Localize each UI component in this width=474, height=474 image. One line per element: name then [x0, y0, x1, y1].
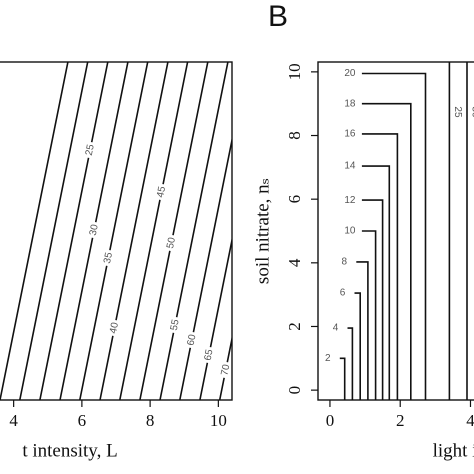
- contour-label-bg: [341, 225, 358, 237]
- plot-area: 20 18 16 14 12 10 8 6 4 2 25 30: [319, 62, 474, 400]
- contour-line: [354, 292, 361, 400]
- contour-label-bg: [106, 318, 122, 338]
- contour-label: 18: [344, 98, 356, 109]
- contour-label-bg: [336, 255, 353, 268]
- contour-line: [361, 102, 412, 400]
- y-axis-label: soil nitrate, nₛ: [252, 178, 273, 284]
- contour-label: 12: [344, 195, 356, 206]
- contour-label: 30: [469, 106, 474, 118]
- y-tick-label: 10: [285, 63, 304, 80]
- contour-line: [19, 62, 89, 400]
- plot-frame: [0, 61, 233, 401]
- x-tick-label: 8: [146, 411, 155, 430]
- contour-line: [361, 165, 391, 400]
- x-tick-label: 2: [396, 411, 405, 430]
- plot-frame: [317, 61, 474, 401]
- contour-label-bg: [218, 360, 232, 380]
- contour-line: [139, 62, 209, 400]
- contour-label: 35: [102, 251, 115, 265]
- y-tick-label: 4: [285, 258, 304, 267]
- contour-line: [0, 62, 69, 400]
- contour-label-bg: [82, 140, 98, 160]
- contour-label: 16: [344, 129, 356, 140]
- contour-label-bg: [341, 160, 358, 173]
- contour-label-bg: [341, 97, 358, 110]
- contour-line: [361, 230, 377, 400]
- contour-label-bg: [319, 352, 336, 365]
- contour-label: 70: [219, 363, 232, 377]
- x-tick-label: 6: [78, 411, 87, 430]
- contour-line: [361, 199, 384, 400]
- contour-label-bg: [86, 220, 102, 240]
- contour-label: 45: [155, 185, 168, 199]
- contour-label: 8: [342, 257, 348, 268]
- contour-label-bg: [451, 104, 464, 120]
- x-tick-label: 4: [9, 411, 18, 430]
- x-tick-label: 4: [466, 411, 474, 430]
- x-tick-label: 10: [210, 411, 227, 430]
- contour-line: [159, 62, 229, 400]
- contour-label: 6: [340, 288, 346, 299]
- y-tick-label: 0: [285, 386, 304, 395]
- contour-label: 55: [169, 318, 182, 332]
- contour-line: [99, 62, 169, 400]
- contour-label: 30: [88, 223, 101, 237]
- contour-label: 2: [325, 353, 331, 364]
- contour-label: 25: [452, 106, 463, 118]
- y-tick-label: 6: [285, 195, 304, 204]
- contour-line: [339, 357, 346, 400]
- x-tick-label: 0: [326, 411, 335, 430]
- contour-label: 10: [344, 226, 356, 237]
- contour-label-bg: [341, 127, 358, 140]
- contour-label-bg: [341, 194, 358, 207]
- contour-line: [79, 62, 149, 400]
- contour-line: [199, 236, 232, 400]
- contour-label: 65: [203, 348, 216, 362]
- contour-label-bg: [100, 248, 116, 268]
- contour-label-bg: [341, 67, 358, 80]
- contour-line: [347, 327, 354, 400]
- contour-label: 4: [333, 323, 339, 334]
- contour-label-bg: [334, 287, 351, 300]
- contour-line: [361, 72, 427, 400]
- contour-label: 50: [165, 236, 178, 250]
- contour-label: 40: [108, 321, 121, 335]
- contour-line: [218, 334, 232, 400]
- contour-label-bg: [468, 104, 474, 120]
- x-axis-label: light i: [433, 440, 474, 461]
- contour-line: [361, 133, 399, 400]
- contour-label-bg: [167, 315, 183, 335]
- contour-label-bg: [184, 330, 200, 350]
- y-tick-label: 2: [285, 322, 304, 331]
- contour-label: 60: [186, 333, 199, 347]
- contour-label-bg: [154, 182, 169, 202]
- contour-label-bg: [163, 233, 179, 253]
- contour-label: 14: [344, 161, 356, 172]
- panel-label: B: [268, 0, 288, 33]
- contour-line: [356, 261, 369, 400]
- contour-label-bg: [201, 345, 217, 365]
- x-axis-label: t intensity, L: [22, 440, 117, 461]
- contour-label: 25: [84, 143, 97, 157]
- contour-line: [119, 62, 189, 400]
- contour-line: [39, 62, 109, 400]
- contour-label-bg: [327, 322, 344, 335]
- contour-label: 20: [344, 68, 356, 79]
- y-tick-label: 8: [285, 131, 304, 140]
